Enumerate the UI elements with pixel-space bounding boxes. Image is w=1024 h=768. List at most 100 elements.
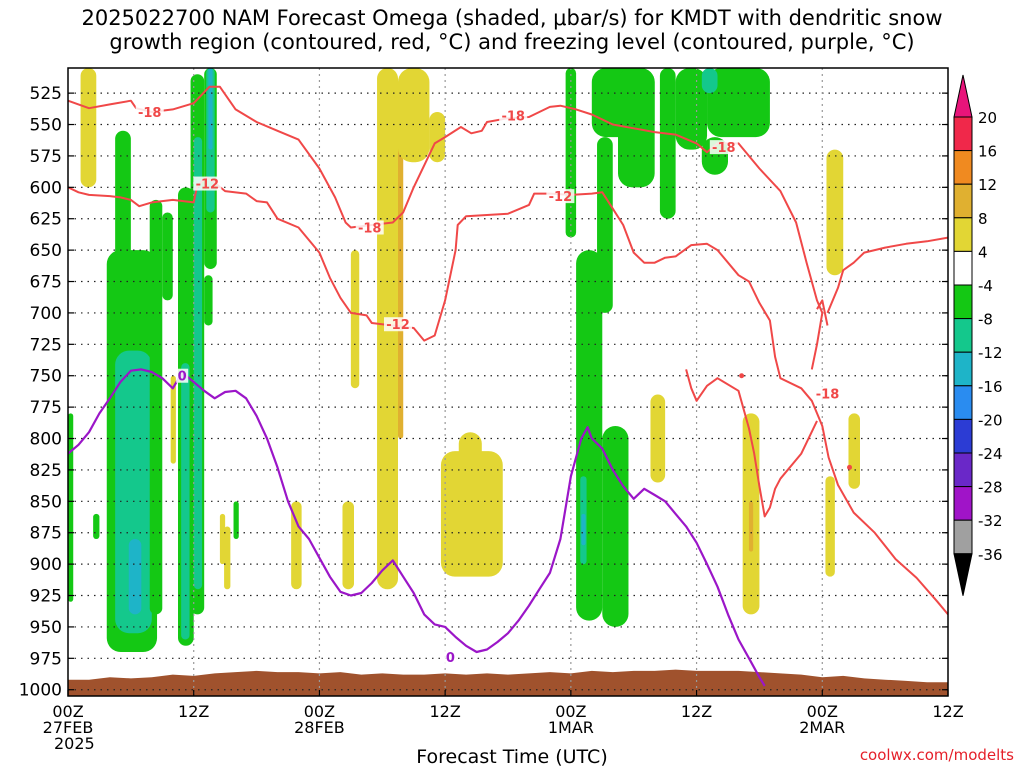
- colorbar-bin-0: [953, 116, 973, 152]
- contour-label-3: -12: [386, 318, 410, 333]
- omega-region-30: [581, 513, 586, 546]
- x-tick-label: 00Z: [52, 702, 83, 721]
- omega-region-5: [115, 130, 131, 263]
- y-tick-label: 750: [30, 367, 62, 387]
- y-tick-label: 825: [30, 461, 62, 481]
- omega-region-21: [659, 68, 676, 219]
- omega-region-0: [68, 413, 74, 602]
- colorbar-label: -12: [978, 344, 1003, 362]
- contour-label-0: -18: [138, 106, 162, 121]
- contour-label-bg: [499, 108, 528, 123]
- omega-region-27: [597, 137, 613, 313]
- omega-region-40: [398, 68, 430, 163]
- omega-region-25: [701, 68, 718, 94]
- y-tick-label: 550: [30, 116, 62, 136]
- omega-region-7: [162, 212, 173, 301]
- y-tick-label: 975: [30, 649, 62, 669]
- colorbar: 20 16 12 8 4 -4 -8 -12 -16 -20 -24 -28 -32 -36: [953, 74, 1003, 596]
- omega-region-37: [350, 250, 360, 389]
- x-tick-label: 2025: [54, 734, 95, 753]
- colorbar-bin-5: [953, 284, 973, 320]
- temperature-contour-dot: [739, 373, 745, 379]
- omega-region-22: [675, 68, 708, 150]
- colorbar-label: 8: [978, 210, 988, 228]
- omega-region-49: [826, 149, 844, 276]
- colorbar-label: 20: [978, 109, 997, 127]
- y-tick-label: 575: [30, 147, 62, 167]
- colorbar-bin-2: [953, 183, 973, 219]
- contour-label-9: 0: [446, 651, 455, 666]
- x-axis-label: Forecast Time (UTC): [416, 746, 608, 768]
- colorbar-label: -20: [978, 411, 1003, 429]
- y-tick-label: 925: [30, 587, 62, 607]
- omega-region-28: [602, 425, 629, 627]
- omega-region-41: [429, 111, 446, 163]
- contour-label-bg: [135, 104, 164, 119]
- terrain: [68, 669, 948, 696]
- y-tick-label: 850: [30, 492, 62, 512]
- colorbar-label: 12: [978, 176, 997, 194]
- x-tick-label: 1MAR: [548, 718, 594, 737]
- y-tick-label: 875: [30, 524, 62, 544]
- omega-region-42: [440, 451, 503, 577]
- omega-region-14: [208, 68, 213, 150]
- colorbar-label: -16: [978, 378, 1003, 396]
- temperature-contour-3: [816, 299, 829, 326]
- omega-region-33: [170, 375, 176, 464]
- terrain-fill: [68, 669, 948, 696]
- x-tick-label: 28FEB: [294, 718, 345, 737]
- contour-label-bg: [444, 650, 457, 665]
- y-tick-label: 950: [30, 618, 62, 638]
- y-tick-label: 900: [30, 555, 62, 575]
- contour-labels: -18 -12 -18 -12 -18 -12 -18 -18 0 0: [135, 104, 842, 666]
- contour-label-5: -12: [549, 190, 573, 205]
- contour-label-bg: [384, 317, 412, 332]
- credit-link[interactable]: coolwx.com/modelts: [859, 746, 1014, 764]
- x-tick-label: 27FEB: [43, 718, 94, 737]
- omega-region-32: [219, 513, 226, 565]
- colorbar-label: -32: [978, 512, 1003, 530]
- omega-region-48: [848, 413, 860, 489]
- contour-label-6: -18: [712, 141, 736, 156]
- contour-label-bg: [546, 189, 575, 204]
- colorbar-bin-11: [953, 486, 973, 521]
- omega-region-39: [398, 111, 404, 439]
- contour-label-bg: [813, 386, 842, 401]
- x-tick-label: 00Z: [304, 702, 335, 721]
- y-tick-label: 675: [30, 273, 62, 293]
- colorbar-bin-3: [953, 217, 973, 252]
- y-tick-label: 800: [30, 430, 62, 450]
- omega-region-16: [233, 501, 239, 539]
- contour-label-7: -18: [816, 387, 840, 402]
- x-tick-label: 12Z: [429, 702, 460, 721]
- x-tick-label: 12Z: [932, 702, 963, 721]
- chart-title: 2025022700 NAM Forecast Omega (shaded, μ…: [81, 6, 943, 54]
- colorbar-label: -28: [978, 479, 1003, 497]
- omega-region-44: [650, 394, 666, 483]
- colorbar-bin-7: [953, 351, 973, 387]
- contour-label-8: 0: [178, 370, 187, 385]
- temperature-contour-dot: [847, 464, 853, 470]
- y-tick-label: 650: [30, 241, 62, 261]
- omega-region-46: [748, 501, 754, 552]
- omega-region-15: [204, 275, 213, 326]
- x-tick-label: 00Z: [555, 702, 586, 721]
- x-tick-label: 2MAR: [799, 718, 845, 737]
- contour-label-1: -12: [196, 178, 220, 193]
- colorbar-bin-4: [953, 250, 973, 286]
- colorbar-bin-12: [953, 519, 973, 555]
- contour-label-bg: [355, 220, 384, 235]
- x-tick-label: 00Z: [807, 702, 838, 721]
- omega-region-23: [707, 68, 770, 138]
- colorbar-label: 4: [978, 243, 988, 261]
- contour-label-bg: [193, 176, 222, 191]
- colorbar-top-triangle: [953, 74, 973, 118]
- colorbar-bin-1: [953, 150, 973, 185]
- omega-region-36: [342, 501, 354, 590]
- plot-frame: [67, 67, 949, 697]
- colorbar-label: -24: [978, 445, 1003, 463]
- omega-region-47: [825, 476, 835, 577]
- omega-region-11: [193, 137, 203, 590]
